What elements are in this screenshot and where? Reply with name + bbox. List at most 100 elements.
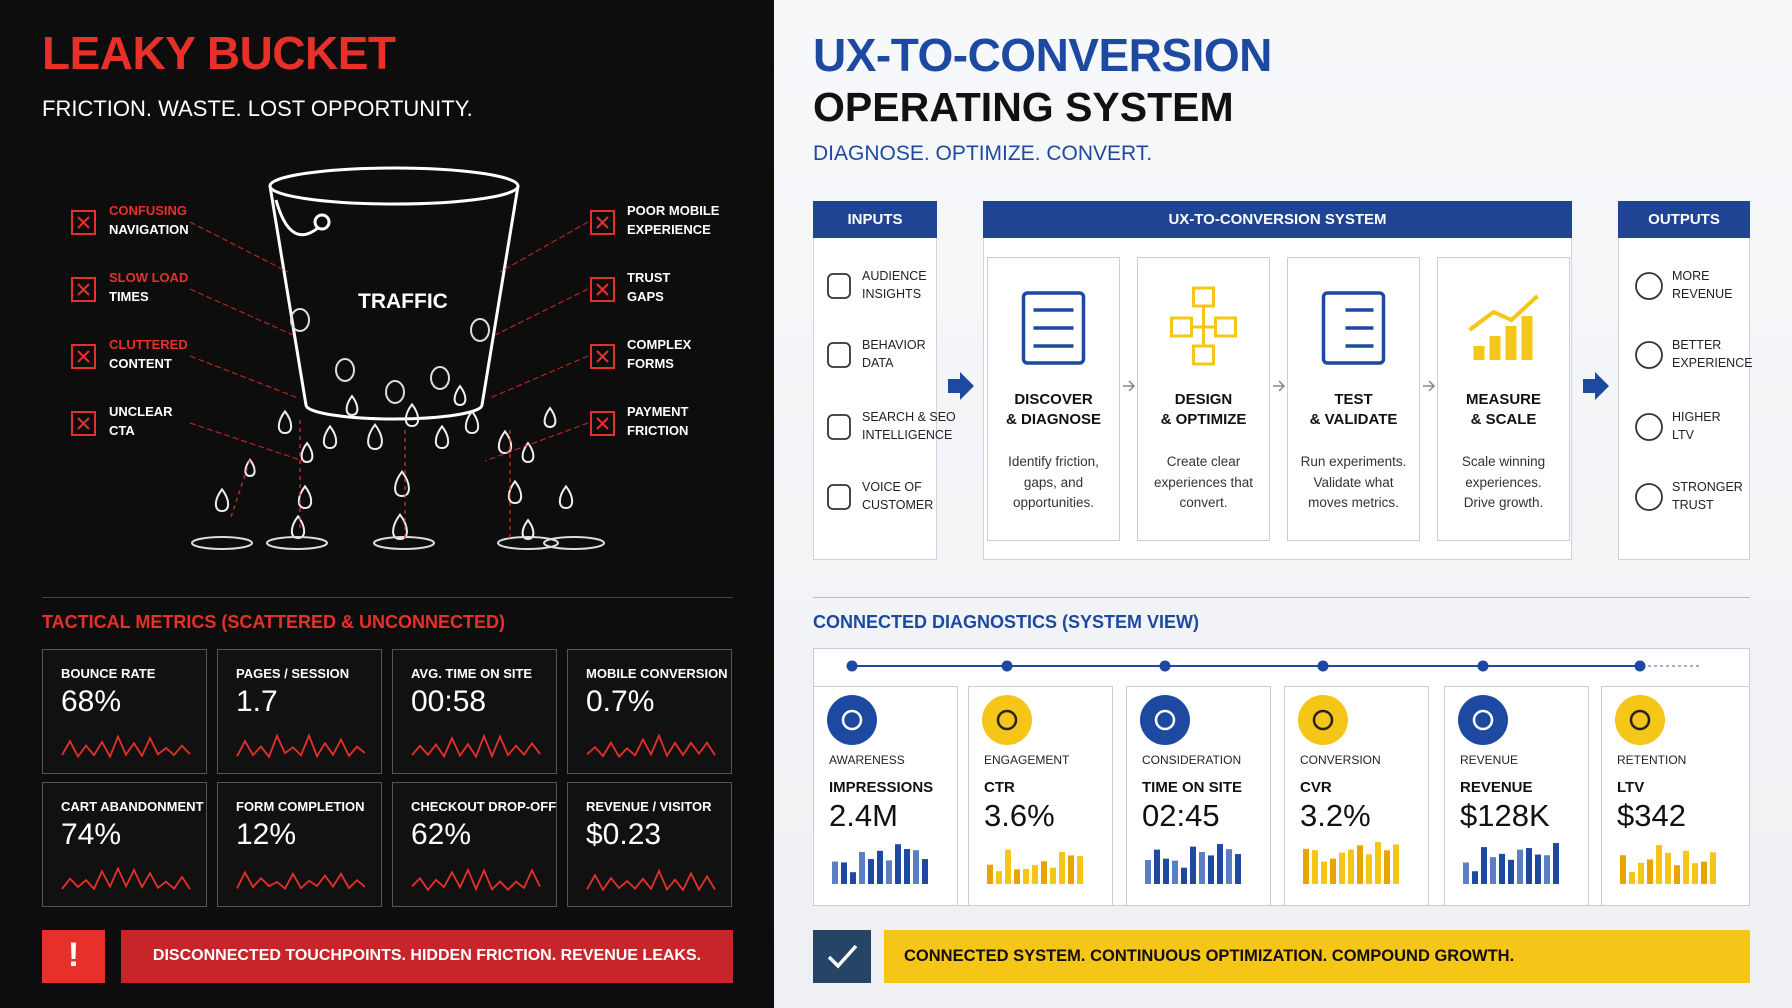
- mini-bar: [895, 844, 901, 884]
- stage-value: $342: [1617, 798, 1686, 833]
- input-icon: [827, 484, 851, 510]
- output-label: HIGHER: [1672, 410, 1721, 424]
- stage-metric: LTV: [1617, 779, 1645, 796]
- mini-bar: [1059, 851, 1065, 884]
- leak-label: POOR MOBILE: [627, 203, 720, 218]
- step-card: [987, 257, 1120, 541]
- bucket-hole: [430, 366, 450, 390]
- metric-label: CHECKOUT DROP-OFF: [411, 799, 557, 814]
- leak-line: [189, 288, 294, 336]
- water-drop: [290, 514, 306, 540]
- water-drop: [453, 384, 467, 407]
- leak-line: [189, 221, 289, 273]
- mini-bar: [1375, 841, 1381, 884]
- stage-label: REVENUE: [1460, 753, 1519, 767]
- leak-label: GAPS: [627, 289, 664, 304]
- leak-label: CONFUSING: [109, 203, 187, 218]
- stage-icon-glyph: [1154, 709, 1176, 731]
- step-title: & SCALE: [1470, 411, 1537, 428]
- system-header: [983, 201, 1572, 238]
- inputs-header: [813, 201, 937, 238]
- leak-line: [499, 221, 589, 273]
- water-drop: [404, 402, 420, 428]
- input-label: BEHAVIOR: [862, 338, 926, 352]
- mini-bar: [1145, 859, 1151, 884]
- water-drop: [521, 441, 535, 464]
- mini-bar: [877, 850, 883, 884]
- step-description: Create clear experiences that convert.: [1153, 454, 1254, 510]
- step-description: Identify friction, gaps, and opportuniti…: [1008, 454, 1099, 510]
- bucket-handle: [274, 199, 319, 237]
- metric-label: BOUNCE RATE: [61, 666, 156, 681]
- leak-line: [484, 422, 589, 462]
- step-icon: [1021, 291, 1086, 365]
- metric-label: CART ABANDONMENT: [61, 799, 204, 814]
- timeline-dot: [1477, 660, 1489, 672]
- step-icon: [1521, 316, 1533, 360]
- leak-label: NAVIGATION: [109, 222, 189, 237]
- mini-bar: [1208, 855, 1214, 884]
- step-icon: [1192, 344, 1215, 366]
- leak-icon: [71, 344, 96, 369]
- mini-bar: [1312, 850, 1318, 884]
- leak-icon-x: [77, 283, 90, 296]
- mini-bar: [1517, 849, 1523, 884]
- input-label: DATA: [862, 356, 894, 370]
- stage-icon: [827, 695, 877, 745]
- mini-bar: [1463, 862, 1469, 884]
- step-icon: [1170, 316, 1193, 338]
- leak-icon: [590, 277, 615, 302]
- leak-icon-x: [596, 417, 609, 430]
- input-label: VOICE OF: [862, 480, 922, 494]
- mini-bar: [1526, 848, 1532, 884]
- check-icon: [827, 944, 858, 969]
- mini-bar: [868, 859, 874, 884]
- mini-bar: [1490, 857, 1496, 884]
- leak-icon-x: [596, 283, 609, 296]
- left-title: LEAKY BUCKET: [42, 27, 396, 79]
- mini-bar: [1154, 849, 1160, 884]
- mini-bar: [913, 850, 919, 884]
- input-icon: [827, 273, 851, 299]
- sparkline: [236, 733, 366, 759]
- stage-icon-glyph: [1312, 709, 1334, 731]
- water-drop: [322, 424, 338, 450]
- output-label: MORE: [1672, 269, 1710, 283]
- output-label: BETTER: [1672, 338, 1722, 352]
- mini-bar: [1665, 852, 1671, 884]
- leak-icon: [71, 210, 96, 235]
- step-title: DESIGN: [1174, 391, 1233, 408]
- leak-icon-x: [596, 350, 609, 363]
- water-drop: [297, 484, 313, 510]
- outputs-header: [1618, 201, 1750, 238]
- left-subtitle: FRICTION. WASTE. LOST OPPORTUNITY.: [42, 96, 473, 121]
- mini-bar: [1190, 846, 1196, 884]
- leak-label: CTA: [109, 423, 135, 438]
- stage-icon: [1615, 695, 1665, 745]
- metric-value: 68%: [61, 685, 122, 718]
- mini-bar: [1077, 856, 1083, 884]
- water-drop: [392, 513, 408, 541]
- mini-bar: [1199, 851, 1205, 884]
- mini-bar: [859, 851, 865, 884]
- mini-bar: [1508, 859, 1514, 884]
- leak-icon-x: [77, 350, 90, 363]
- water-drop: [543, 406, 557, 429]
- stage-value: 3.6%: [984, 798, 1055, 833]
- bucket-rim: [268, 166, 520, 206]
- step-icon: [1505, 326, 1517, 360]
- step-card: [1137, 257, 1270, 541]
- mini-bar: [1163, 858, 1169, 884]
- leak-label: SLOW LOAD: [109, 270, 189, 285]
- mini-bar: [1647, 859, 1653, 884]
- step-arrow: [1423, 380, 1436, 392]
- metric-value: 0.7%: [586, 685, 655, 718]
- mini-bar: [1235, 854, 1241, 884]
- stage-icon-glyph: [841, 709, 863, 731]
- step-arrow: [1273, 380, 1286, 392]
- leak-icon-x: [596, 216, 609, 229]
- mini-bar: [1172, 860, 1178, 884]
- water-drop: [367, 423, 383, 451]
